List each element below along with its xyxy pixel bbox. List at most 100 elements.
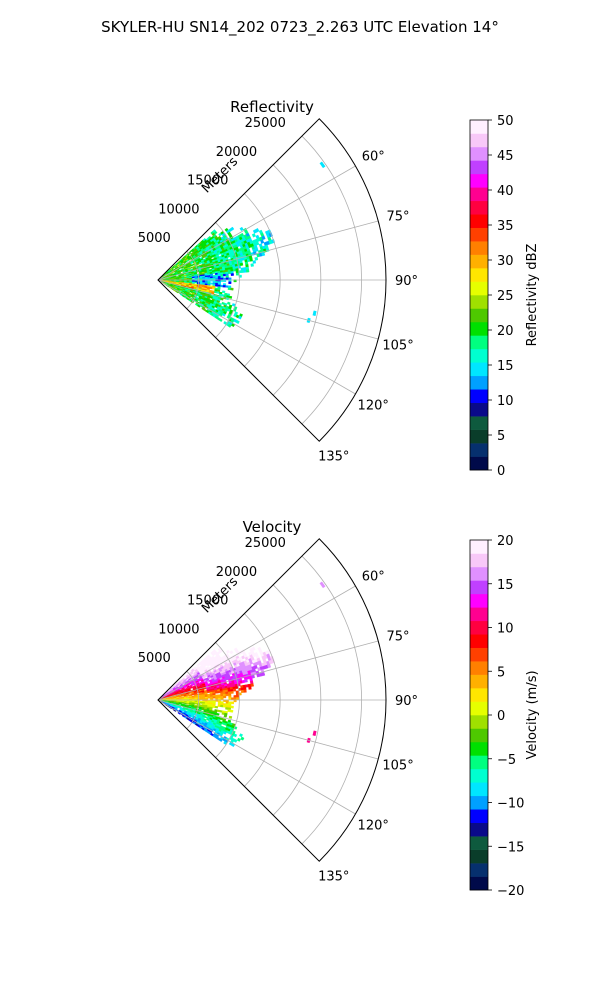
colorbar-segment <box>470 540 488 554</box>
data-cell <box>214 691 219 694</box>
data-cell <box>194 702 198 705</box>
data-cell <box>261 672 266 677</box>
colorbar-segment <box>470 768 488 783</box>
data-cell <box>223 277 227 280</box>
data-cell <box>319 581 326 589</box>
data-cell <box>216 712 220 716</box>
colorbar-tick-label: 35 <box>497 219 514 234</box>
colorbar-segment <box>470 321 488 336</box>
range-tick-label: 15000 <box>187 594 228 609</box>
data-cell <box>222 312 226 317</box>
data-cell <box>211 287 216 290</box>
data-cell <box>209 282 214 285</box>
colorbar-segment <box>470 362 488 377</box>
data-cell <box>230 701 235 705</box>
data-cell <box>232 688 237 692</box>
colorbar-segment <box>470 876 488 891</box>
data-cell <box>233 738 238 743</box>
data-cell <box>261 235 266 241</box>
azimuth-tick-label: 90° <box>395 274 418 289</box>
data-cell <box>250 263 254 267</box>
data-cell <box>218 318 223 322</box>
data-cell <box>230 287 234 291</box>
colorbar-segment <box>470 227 488 242</box>
range-tick-label: 5000 <box>138 651 171 666</box>
data-cell <box>186 695 190 697</box>
colorbar-tick-label: 45 <box>497 149 514 164</box>
data-cell <box>215 697 219 700</box>
colorbar-segment <box>470 849 488 864</box>
velocity-colorbar: −20 −15 −10 −5 0 5 10 15 20 Velocity (m/s) <box>469 534 540 899</box>
colorbar-segment <box>470 836 488 850</box>
data-cell <box>236 694 240 698</box>
data-cell <box>204 278 209 280</box>
data-cell <box>222 273 227 277</box>
velocity-title: Velocity <box>243 518 302 536</box>
data-cell <box>229 709 234 713</box>
colorbar-label: Reflectivity dBZ <box>525 244 540 347</box>
colorbar-segment <box>470 607 488 622</box>
data-cell <box>254 247 259 252</box>
azimuth-tick-label: 135° <box>318 450 349 465</box>
data-cell <box>228 695 232 699</box>
data-cell <box>194 281 198 284</box>
data-cell <box>233 697 237 700</box>
velocity-grid <box>157 538 387 862</box>
colorbar-tick-label: 20 <box>497 534 514 549</box>
data-cell <box>220 284 224 288</box>
colorbar-segment <box>470 863 488 877</box>
data-cell <box>228 693 232 697</box>
range-tick-label: 25000 <box>245 116 286 131</box>
data-cell <box>240 269 245 273</box>
data-cell <box>251 646 256 651</box>
azimuth-tick-label: 105° <box>382 338 413 353</box>
colorbar-segment <box>470 389 488 403</box>
data-cell <box>225 693 229 697</box>
colorbar-segment <box>470 661 488 675</box>
data-cell <box>228 277 232 281</box>
figure-title: SKYLER-HU SN14_202 0723_2.263 UTC Elevat… <box>101 18 499 37</box>
data-cell <box>227 271 232 275</box>
data-cell <box>235 692 240 696</box>
colorbar-segment <box>470 755 488 770</box>
colorbar-segment <box>470 566 488 581</box>
data-cell <box>222 731 227 735</box>
colorbar-tick-label: 20 <box>497 324 514 339</box>
data-cell <box>236 737 241 742</box>
colorbar-segment <box>470 822 488 837</box>
sector-frame <box>157 118 387 442</box>
range-tick-label: 25000 <box>245 536 286 551</box>
azimuth-line <box>157 585 356 701</box>
colorbar-tick-label: 50 <box>497 114 514 129</box>
data-cell <box>223 695 227 699</box>
data-cell <box>250 683 254 687</box>
data-cell <box>225 275 229 279</box>
colorbar-tick-label: −10 <box>497 797 524 812</box>
data-cell <box>228 715 233 719</box>
data-cell <box>238 315 242 320</box>
azimuth-tick-label: 90° <box>395 694 418 709</box>
data-cell <box>183 702 187 705</box>
reflectivity-title: Reflectivity <box>230 98 314 116</box>
range-tick-label: 15000 <box>187 174 228 189</box>
azimuth-line <box>157 220 379 281</box>
colorbar-segment <box>470 620 488 635</box>
data-cell <box>240 689 245 693</box>
colorbar-segment <box>470 634 488 648</box>
azimuth-tick-label: 120° <box>358 398 389 413</box>
data-cell <box>244 679 248 683</box>
colorbar-label: Velocity (m/s) <box>525 670 540 759</box>
data-cell <box>183 274 187 277</box>
data-cell <box>215 277 219 280</box>
data-cell <box>225 649 230 654</box>
data-cell <box>214 705 219 709</box>
data-cell <box>220 277 224 280</box>
colorbar-tick-label: 5 <box>497 429 505 444</box>
data-cell <box>186 702 190 705</box>
reflectivity-panel: Reflectivity 500010000150002000025000Met… <box>138 98 540 479</box>
colorbar-segment <box>470 160 488 175</box>
data-cell <box>178 695 182 698</box>
data-cell <box>206 690 211 694</box>
data-cell <box>222 284 227 288</box>
